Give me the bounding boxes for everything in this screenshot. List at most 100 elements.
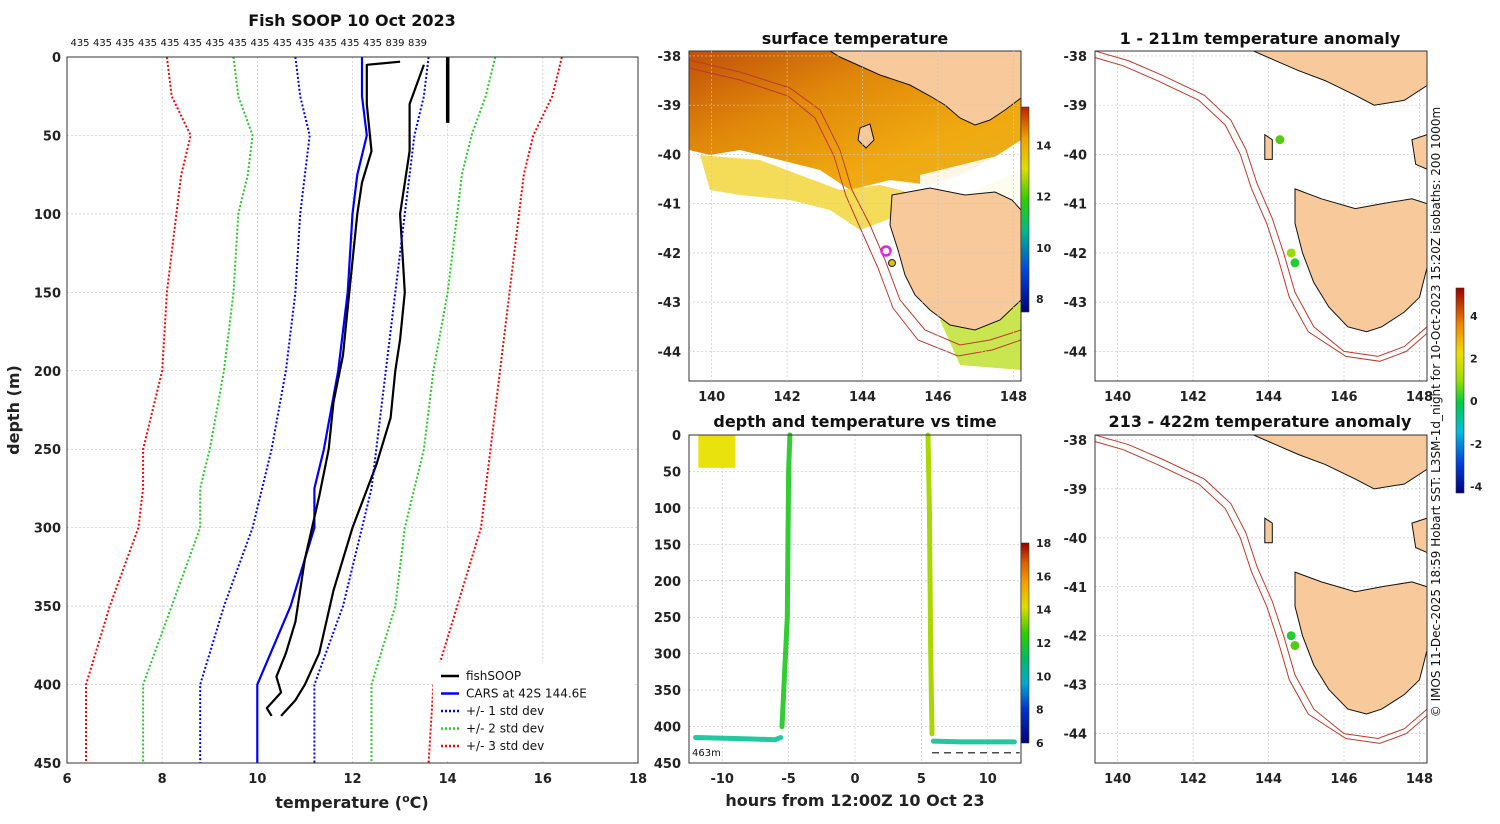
profile-line-cars-1-std xyxy=(199,56,311,763)
profile-legend-label: CARS at 42S 144.6E xyxy=(466,687,587,701)
profile-x-ticks: 6 8 10 12 14 16 18 xyxy=(62,772,647,787)
profile-y-tick: 0 xyxy=(52,51,61,66)
profile-line-cars-3-std xyxy=(427,56,563,764)
profile-count-label: 435 xyxy=(273,38,292,49)
sst-map xyxy=(689,51,1021,370)
profile-x-tick: 8 xyxy=(158,772,167,787)
time-y-tick: 0 xyxy=(672,429,681,444)
map-y-tick: -40 xyxy=(1064,148,1088,163)
anomaly-isobath-1000 xyxy=(1095,57,1427,362)
time-depth-annotation: 463m xyxy=(692,748,721,759)
time-series-cast-2-bottom xyxy=(930,738,1017,745)
anomaly-shallow-y-ticks: -38 -39 -40 -41 -42 -43 -44 xyxy=(1064,50,1088,361)
profile-line-fishsoop-cast-2 xyxy=(280,64,425,717)
anomaly-colorbar-tick: 2 xyxy=(1470,352,1478,365)
profile-axes-frame xyxy=(66,56,639,764)
time-x-ticks: -10 -5 0 5 10 xyxy=(710,772,996,787)
profile-y-tick: 300 xyxy=(34,522,61,537)
map-y-tick: -42 xyxy=(1064,247,1088,262)
anomaly-shallow-panel: 1 - 211m temperature anomaly 140 142 144 14… xyxy=(1064,29,1434,405)
profile-x-tick: 12 xyxy=(343,772,361,787)
map-y-tick: -39 xyxy=(1064,99,1088,114)
map-y-tick: -39 xyxy=(658,99,682,114)
profile-count-label: 435 xyxy=(138,38,157,49)
profile-x-tick: 18 xyxy=(629,772,647,787)
map-x-tick: 146 xyxy=(1330,390,1357,405)
map-x-tick: 144 xyxy=(1255,772,1282,787)
map-y-tick: -42 xyxy=(1064,630,1088,645)
time-series-cast-2-descent xyxy=(925,432,935,737)
anomaly-mainland xyxy=(1253,435,1427,490)
anomaly-king-island xyxy=(1264,133,1273,160)
map-x-tick: 144 xyxy=(1255,390,1282,405)
profile-count-label: 435 xyxy=(115,38,134,49)
profile-count-label: 435 xyxy=(205,38,224,49)
anomaly-colorbar-tick: 4 xyxy=(1470,310,1478,323)
profile-x-tick: 16 xyxy=(534,772,552,787)
profile-panel: Fish SOOP 10 Oct 2023 435 435 435 435 435 435… xyxy=(4,11,647,812)
time-series-cast-1-bottom xyxy=(693,735,784,743)
time-y-tick: 450 xyxy=(654,757,681,772)
time-y-ticks: 0 50 100 150 200 250 300 350 400 450 xyxy=(654,429,681,772)
anomaly-isobath-200 xyxy=(1095,51,1427,357)
anomaly-deep-x-ticks: 140 142 144 146 148 xyxy=(1104,772,1433,787)
map-x-tick: 140 xyxy=(698,390,725,405)
profile-legend-box xyxy=(433,662,635,760)
profile-legend-label: +/- 2 std dev xyxy=(466,722,544,736)
anomaly-deep-frame xyxy=(1094,434,1428,764)
map-y-tick: -43 xyxy=(658,296,682,311)
profile-legend-label: +/- 3 std dev xyxy=(466,739,544,753)
map-x-tick: 146 xyxy=(924,390,951,405)
sst-mainland xyxy=(829,51,1021,126)
time-colorbar-ticks: 18 16 14 12 10 8 6 xyxy=(1036,537,1052,750)
sst-position-dot xyxy=(888,259,896,267)
map-y-tick: -38 xyxy=(658,50,682,65)
anomaly-shallow-title: 1 - 211m temperature anomaly xyxy=(1120,29,1401,48)
time-panel: depth and temperature vs time -10 -5 0 5 10 … xyxy=(654,412,1052,810)
map-x-tick: 140 xyxy=(1104,772,1131,787)
profile-count-label: 435 xyxy=(340,38,359,49)
side-note: © IMOS 11-Dec-2025 18:59 Hobart SST: L3S… xyxy=(1429,107,1443,718)
profile-line-fishsoop-cast-1 xyxy=(265,60,401,717)
time-marks xyxy=(693,432,1020,754)
profile-count-label: 435 xyxy=(228,38,247,49)
anomaly-flinders-island xyxy=(1411,134,1427,170)
anomaly-colorbar-tick: 0 xyxy=(1470,395,1478,408)
anomaly-tasmania xyxy=(1294,571,1427,715)
map-y-tick: -41 xyxy=(1064,198,1088,213)
profile-line-cars-2-std xyxy=(370,56,497,763)
anomaly-mainland xyxy=(1253,51,1427,106)
profile-y-ticks: 0 50 100 150 200 250 300 350 400 450 xyxy=(34,51,61,772)
sst-king-island xyxy=(857,123,875,149)
profile-count-label: 435 xyxy=(160,38,179,49)
time-x-tick: 0 xyxy=(850,772,859,787)
time-y-tick: 250 xyxy=(654,611,681,626)
sst-colorbar-ticks: 14 12 10 8 xyxy=(1036,139,1052,306)
map-y-tick: -38 xyxy=(1064,434,1088,449)
sst-colorbar-tick: 14 xyxy=(1036,139,1052,152)
map-y-tick: -43 xyxy=(1064,679,1088,694)
map-x-tick: 146 xyxy=(1330,772,1357,787)
profile-y-tick: 100 xyxy=(34,208,61,223)
time-y-tick: 300 xyxy=(654,648,681,663)
profile-y-tick: 450 xyxy=(34,757,61,772)
map-x-tick: 148 xyxy=(1406,390,1433,405)
map-y-tick: -40 xyxy=(1064,532,1088,547)
sst-colorbar-tick: 12 xyxy=(1036,191,1051,204)
time-colorbar-tick: 14 xyxy=(1036,604,1052,617)
profile-legend-label: fishSOOP xyxy=(466,669,521,683)
time-y-tick: 200 xyxy=(654,575,681,590)
time-y-tick: 50 xyxy=(663,465,681,480)
anomaly-colorbar-tick: -2 xyxy=(1470,438,1482,451)
profile-line-cars-at-42s-144-6e xyxy=(256,57,368,763)
time-colorbar-tick: 10 xyxy=(1036,670,1052,683)
profile-count-label: 435 xyxy=(295,38,314,49)
map-y-tick: -40 xyxy=(658,148,682,163)
sst-colorbar xyxy=(1020,106,1030,313)
sst-grid xyxy=(689,51,1021,381)
map-y-tick: -44 xyxy=(658,345,682,360)
profile-title: Fish SOOP 10 Oct 2023 xyxy=(248,11,456,30)
sst-position-marker xyxy=(880,245,892,257)
time-series-cast-1-ascent xyxy=(779,432,793,730)
